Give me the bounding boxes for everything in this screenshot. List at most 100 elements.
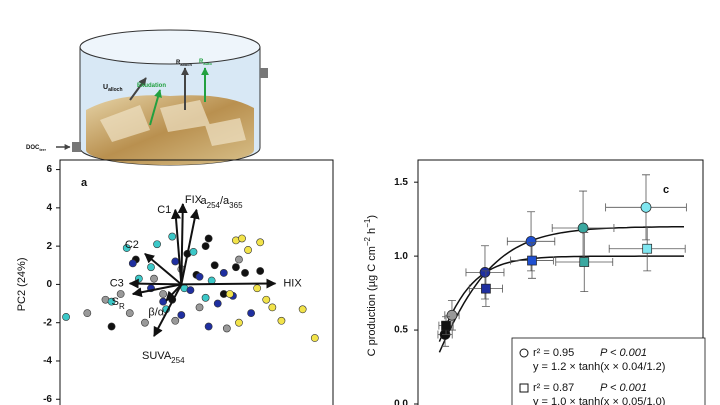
score-point (150, 274, 158, 283)
panel-label: a (81, 177, 88, 189)
legend-p: P < 0.001 (600, 347, 647, 359)
diagram-label: Exudation (137, 83, 166, 89)
loading-label: HIX (283, 277, 302, 289)
loading-arrow (144, 253, 182, 286)
diagram-label: Rauto (199, 59, 212, 66)
exudation-arrow (149, 89, 162, 126)
loading-label: SR (112, 296, 125, 311)
y-tick-label: -6 (43, 394, 52, 405)
label-part: β/α (148, 307, 164, 319)
legend-equation: y = 1.0 × tanh(x × 0.05/1.0) (533, 396, 665, 405)
y-tick-label: -2 (43, 317, 52, 328)
data-square (579, 257, 590, 267)
label-part: /a (220, 195, 230, 207)
legend-box (511, 337, 706, 405)
label-sub: auto (203, 61, 212, 66)
data-circle (479, 267, 491, 278)
label-base: R (199, 59, 204, 65)
score-point (201, 242, 210, 251)
score-point (222, 324, 231, 333)
y-tick-label: 0.0 (394, 399, 408, 405)
label-shifted: 254 (171, 356, 185, 365)
score-point (171, 257, 180, 266)
label-part: FIX (185, 194, 203, 206)
loading-label: FIX (185, 194, 203, 206)
score-point (213, 299, 222, 308)
label-shifted: 365 (229, 200, 243, 209)
y-tick-label: 0.5 (394, 325, 408, 336)
score-point (141, 318, 149, 327)
score-point (204, 234, 213, 243)
score-point (310, 334, 319, 342)
panel-a-frame (59, 159, 334, 405)
score-point (201, 293, 210, 302)
label-sub: terr (39, 147, 46, 152)
cylinder-top (79, 29, 261, 65)
score-point (298, 305, 307, 314)
loading-arrow (180, 208, 200, 285)
score-point (83, 309, 92, 318)
label-part: C production (µg C cm (366, 246, 378, 356)
loading-arrow (177, 203, 188, 285)
label-part: HIX (283, 277, 302, 289)
legend-symbol (519, 348, 529, 358)
data-circle (525, 235, 537, 247)
score-point (153, 240, 161, 249)
outlet (260, 68, 268, 78)
fit-curve (438, 255, 684, 342)
score-point (128, 259, 137, 268)
legend-p: P < 0.001 (600, 382, 647, 394)
label-part: C3 (110, 277, 124, 289)
label-part: C1 (157, 204, 171, 216)
score-point (195, 272, 204, 281)
score-point (168, 232, 177, 241)
data-square (642, 243, 653, 254)
loading-label: β/α (148, 307, 164, 319)
loading-arrow (181, 278, 277, 289)
score-point (116, 290, 125, 298)
label-part: h (366, 228, 378, 237)
label-sub: alloch (108, 87, 122, 93)
score-point (238, 234, 246, 243)
loading-arrow (171, 208, 183, 285)
score-point (177, 311, 186, 319)
label-shifted: −2 (363, 236, 372, 246)
score-point (159, 297, 168, 306)
label-part: ) (366, 215, 378, 219)
score-point (189, 247, 198, 256)
score-point (186, 286, 195, 295)
loading-label: a254/a365 (201, 195, 244, 210)
score-point (256, 238, 265, 247)
label-part: a (201, 195, 208, 207)
score-point (107, 297, 116, 306)
sediment-texture (100, 100, 246, 146)
score-point (107, 322, 116, 331)
y-tick-label: 2 (46, 241, 52, 252)
score-point (122, 244, 131, 252)
score-point (253, 284, 262, 293)
uptake-arrow (129, 77, 147, 101)
label-base: R (176, 60, 181, 66)
score-point (247, 309, 255, 318)
label-part: SUVA (142, 350, 172, 362)
label-part: C2 (125, 239, 139, 251)
score-point (268, 303, 277, 312)
diagram-label: DOCterr (26, 145, 46, 152)
y-tick-label: -4 (43, 356, 52, 367)
data-circle (577, 222, 589, 234)
panel-label: c (663, 184, 669, 196)
score-point (125, 309, 134, 318)
score-point (204, 322, 213, 331)
y-tick-label: 1.0 (394, 251, 408, 262)
label-part: S (112, 296, 119, 308)
score-point (219, 269, 228, 277)
y-axis-label: PC2 (24%) (16, 258, 28, 312)
score-point (262, 295, 271, 304)
label-base: Exudation (137, 83, 166, 89)
y-tick-label: 6 (46, 164, 52, 175)
score-point (159, 290, 168, 298)
data-circle (640, 201, 652, 213)
